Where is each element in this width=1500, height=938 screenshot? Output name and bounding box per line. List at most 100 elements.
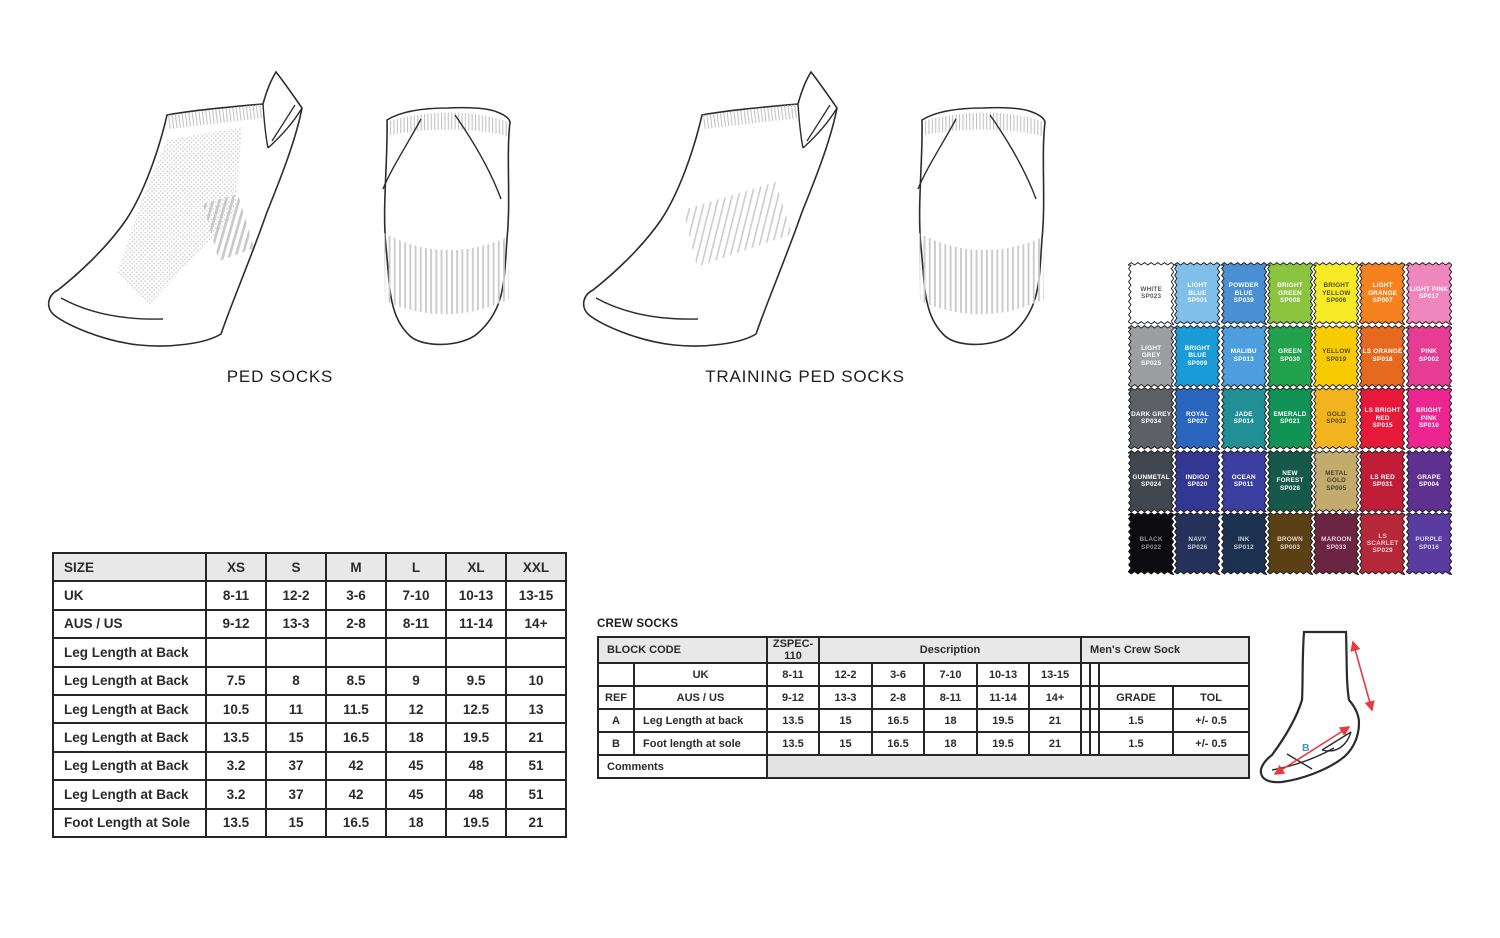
size-row-label: Leg Length at Back (52, 637, 207, 668)
crew-cell: 1.5 (1098, 708, 1175, 733)
size-row-label: UK (52, 580, 207, 611)
ped-sock-side-view-drawing (47, 70, 303, 347)
size-spec-table: SIZE XS S M L XL XXL UK 8-11 12-2 3-6 7-10 10-13 13-1… (52, 551, 567, 838)
swatch-label: NEW FOREST SP028 (1276, 469, 1304, 492)
crew-cell: A (597, 708, 635, 733)
size-value-cell: 7-10 (385, 580, 447, 611)
crew-cell: Foot length at sole (632, 731, 769, 756)
size-table-row: AUS / US 9-12 13-3 2-8 8-11 11-14 14+ (52, 608, 567, 640)
swatch-label: INK SP012 (1233, 536, 1254, 551)
crew-cell: 14+ (1028, 685, 1083, 710)
swatch-label: BLACK SP022 (1139, 536, 1163, 551)
size-value-cell: 10.5 (205, 693, 267, 725)
color-swatch-sp019: YELLOW SP019 (1313, 324, 1360, 388)
size-value-cell: 18 (385, 722, 447, 753)
crew-cell: Men's Crew Sock (1080, 636, 1251, 664)
color-swatch-sp027: ROYAL SP027 (1174, 387, 1221, 450)
color-swatch-sp029: LS SCARLET SP029 (1359, 512, 1406, 575)
swatch-label: GRAPE SP004 (1417, 473, 1441, 489)
crew-cell: 7-10 (923, 662, 979, 687)
size-value-cell: 48 (445, 750, 507, 782)
size-value-cell (325, 637, 387, 668)
size-value-cell: 42 (325, 750, 387, 782)
crew-cell: 13-3 (818, 685, 874, 710)
color-swatch-sp030: GREEN SP030 (1266, 324, 1314, 388)
crew-cell: 9-12 (766, 685, 821, 710)
crew-cell: GRADE (1098, 685, 1175, 710)
color-swatch-sp009: BRIGHT BLUE SP009 (1174, 324, 1221, 388)
size-value-cell (385, 637, 447, 668)
color-swatch-sp003: BROWN SP003 (1266, 512, 1314, 575)
color-swatch-sp024: GUNMETAL SP024 (1128, 449, 1175, 513)
swatch-label: GOLD SP032 (1326, 411, 1347, 426)
color-swatch-sp016: PURPLE SP016 (1405, 512, 1453, 575)
size-col-header: M (325, 551, 387, 583)
crew-header-row: BLOCK CODE ZSPEC-110 Description Men's Crew… (596, 636, 1251, 664)
size-value-cell: 13.5 (205, 722, 267, 753)
ped-sock-back-view-drawing (382, 106, 511, 346)
swatch-label: LS SCARLET SP029 (1366, 532, 1399, 555)
leg-length-arrow (1350, 640, 1375, 712)
ped-socks-illustration-group: PED SOCKS (40, 62, 520, 397)
swatch-label: WHITE SP023 (1140, 285, 1162, 301)
swatch-label: OCEAN SP011 (1231, 473, 1256, 489)
color-swatch-sp021: EMERALD SP021 (1266, 387, 1314, 450)
swatch-label: BRIGHT YELLOW SP006 (1322, 282, 1351, 304)
crew-cell (1089, 662, 1101, 687)
swatch-label: LS ORANGE SP018 (1362, 348, 1403, 363)
size-col-header: L (385, 551, 447, 583)
crew-measure-row: A Leg Length at back 13.5 15 16.5 18 19.5 21 1.5… (597, 708, 1251, 733)
color-swatch-sp010: BRIGHT PINK SP010 (1405, 387, 1453, 450)
crew-cell (597, 662, 635, 687)
size-table-row: UK 8-11 12-2 3-6 7-10 10-13 13-15 (52, 580, 567, 611)
size-value-cell: 8.5 (325, 665, 387, 696)
crew-cell: AUS / US (632, 685, 769, 710)
size-value-cell: 11 (265, 693, 327, 725)
swatch-label: ROYAL SP027 (1186, 411, 1209, 426)
color-swatch-sp005: METAL GOLD SP005 (1313, 449, 1360, 513)
size-value-cell: 8 (265, 665, 327, 696)
crew-cell: 16.5 (871, 731, 926, 756)
swatch-label: LIGHT PINK SP017 (1409, 285, 1449, 301)
training-ped-sock-side-view-drawing (582, 70, 838, 347)
color-swatch-grid: WHITE SP023 LIGHT BLUE SP001 POWDER BLUE SP03… (1128, 262, 1453, 575)
color-swatch-sp006: BRIGHT YELLOW SP006 (1313, 262, 1360, 325)
crew-sock-measure-diagram: B (1259, 630, 1375, 784)
color-swatch-sp023: WHITE SP023 (1128, 262, 1175, 325)
swatch-label: BROWN SP003 (1277, 536, 1303, 551)
size-table-body: SIZE XS S M L XL XXL UK 8-11 12-2 3-6 7-10 10-13 13-1… (52, 551, 567, 838)
crew-cell: 2-8 (871, 685, 926, 710)
ped-socks-label: PED SOCKS (226, 367, 334, 386)
size-value-cell: 13 (505, 693, 567, 725)
crew-cell: 13.5 (766, 708, 821, 733)
crew-cell: 18 (923, 731, 979, 756)
size-value-cell: 12 (385, 693, 447, 725)
swatch-label: EMERALD SP021 (1273, 411, 1307, 426)
crew-cell (1080, 731, 1092, 756)
color-swatch-sp032: GOLD SP032 (1313, 387, 1360, 450)
color-swatch-sp011: OCEAN SP011 (1220, 449, 1267, 513)
size-value-cell: 51 (505, 779, 567, 810)
crew-cell: UK (632, 662, 769, 687)
size-value-cell: 13-3 (265, 608, 327, 640)
size-value-cell: 21 (505, 807, 567, 838)
training-ped-sock-back-view-drawing (917, 106, 1046, 346)
swatch-label: LS RED SP031 (1370, 473, 1395, 489)
size-value-cell: 11-14 (445, 608, 507, 640)
size-table-row: Leg Length at Back 3.2 37 42 45 48 51 (52, 750, 567, 782)
size-value-cell: 12.5 (445, 693, 507, 725)
crew-cell: 8-11 (766, 662, 821, 687)
size-value-cell: 3-6 (325, 580, 387, 611)
color-swatch-sp018: LS ORANGE SP018 (1359, 324, 1406, 388)
color-swatch-sp028: NEW FOREST SP028 (1266, 449, 1314, 513)
crew-uk-row: UK 8-11 12-2 3-6 7-10 10-13 13-15 (597, 662, 1251, 687)
size-value-cell (505, 637, 567, 668)
color-swatch-sp012: INK SP012 (1220, 512, 1267, 575)
crew-cell: 19.5 (976, 708, 1031, 733)
size-value-cell: 11.5 (325, 693, 387, 725)
size-col-header: XXL (505, 551, 567, 583)
size-table-row: Leg Length at Back (52, 637, 567, 668)
size-col-header: XS (205, 551, 267, 583)
size-value-cell (265, 637, 327, 668)
